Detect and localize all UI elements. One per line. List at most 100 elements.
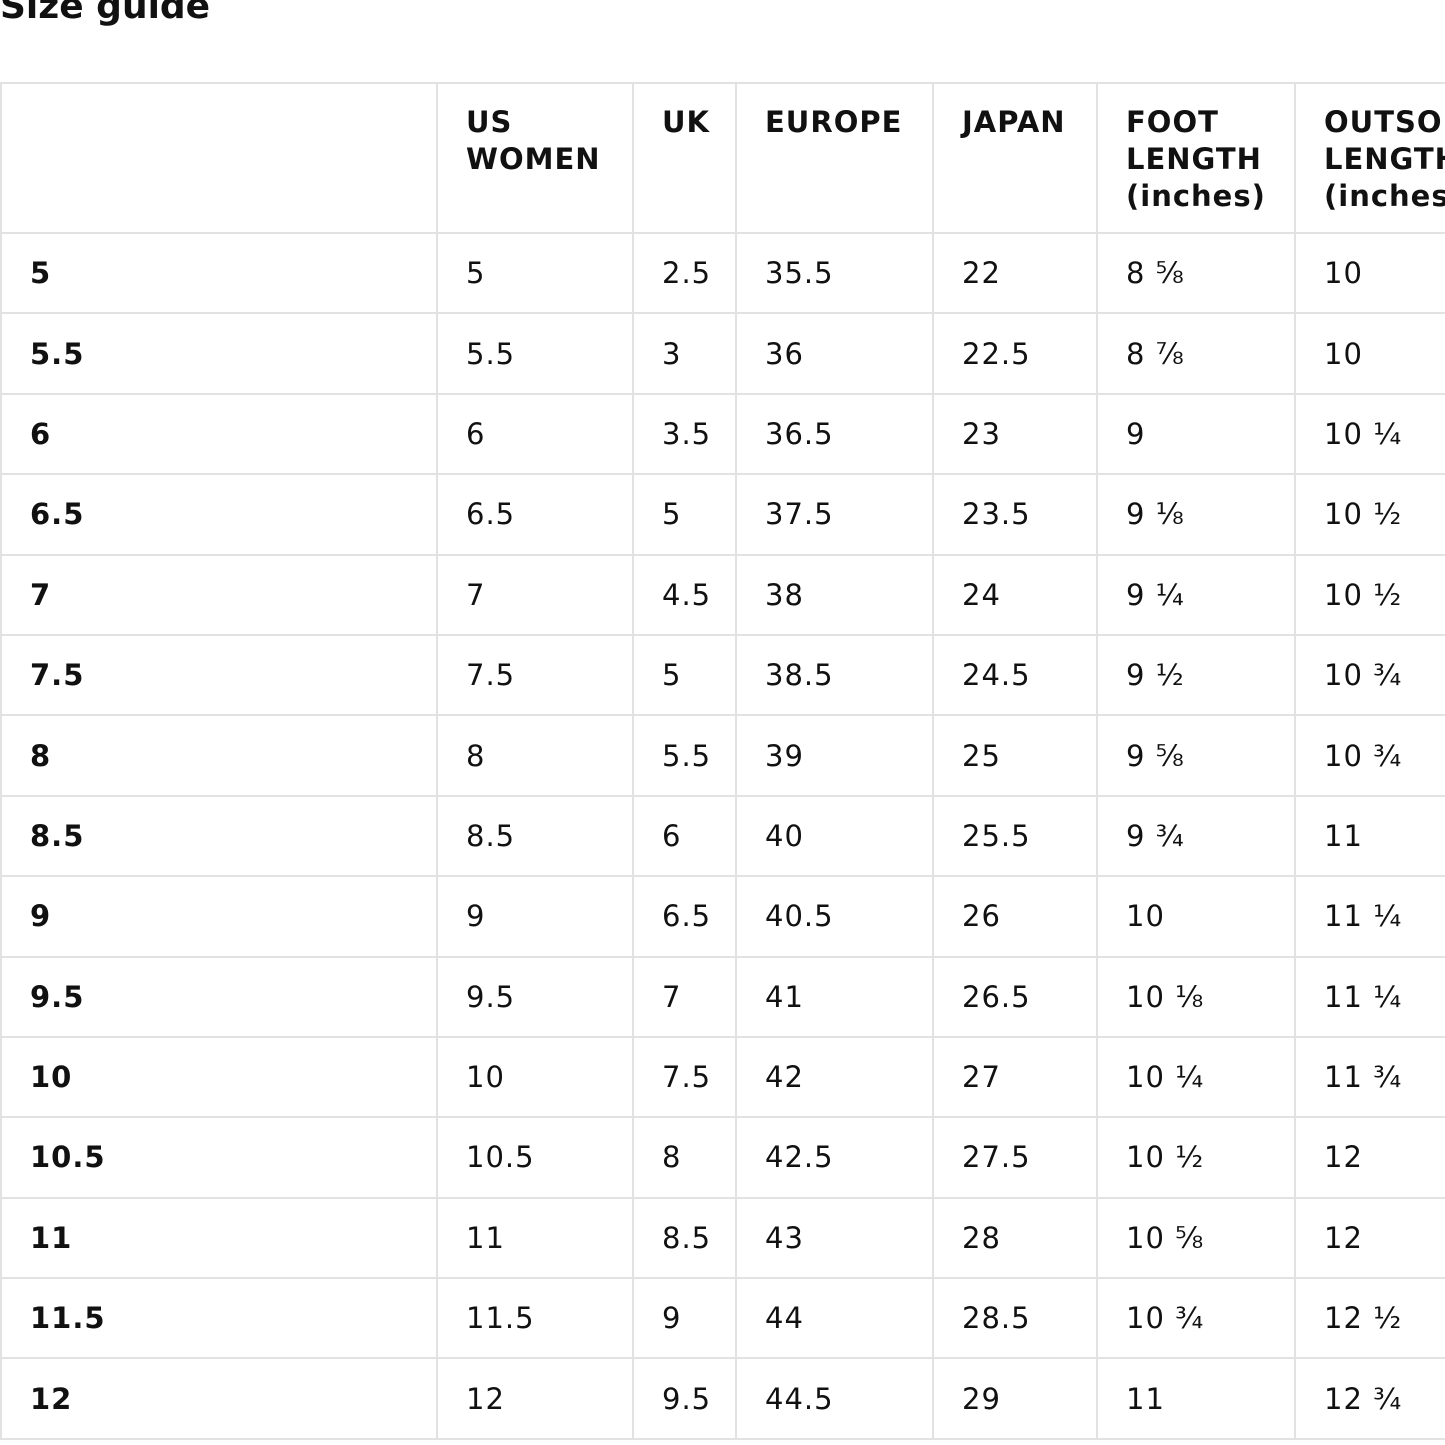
table-row: 11.5 11.5 9 44 28.5 10 ¾ 12 ½ <box>0 1277 1445 1360</box>
table-cell: 12 <box>1294 1116 1445 1199</box>
table-cell: 9 ⅛ <box>1096 473 1296 556</box>
table-cell: 11 ¼ <box>1294 955 1445 1038</box>
column-header: EUROPE <box>735 82 934 234</box>
table-cell: 26.5 <box>932 955 1098 1038</box>
table-cell: 11 <box>1294 794 1445 878</box>
table-cell: 10 ¾ <box>1294 714 1445 797</box>
row-header: 6.5 <box>0 473 438 556</box>
table-cell: 39 <box>735 714 934 797</box>
table-cell: 10 ⅝ <box>1096 1196 1296 1280</box>
table-cell: 5 <box>632 473 737 556</box>
table-cell: 9 <box>436 875 634 958</box>
table-cell: 7.5 <box>436 633 634 717</box>
table-cell: 40.5 <box>735 875 934 958</box>
table-cell: 6.5 <box>436 473 634 556</box>
row-header: 11 <box>0 1196 438 1280</box>
table-cell: 9.5 <box>436 955 634 1038</box>
table-cell: 23.5 <box>932 473 1098 556</box>
table-cell: 42 <box>735 1035 934 1119</box>
column-header: JAPAN <box>932 82 1098 234</box>
table-body: 5 5 2.5 35.5 22 8 ⅝ 10 5.5 5.5 3 36 22.5 8 ⅞ 10 6 6 3.5 3… <box>0 231 1445 1440</box>
table-cell: 7 <box>436 553 634 636</box>
row-header: 7 <box>0 553 438 636</box>
table-row: 7.5 7.5 5 38.5 24.5 9 ½ 10 ¾ <box>0 633 1445 717</box>
table-cell: 22 <box>932 231 1098 315</box>
table-cell: 10 ½ <box>1294 553 1445 636</box>
table-cell: 11 ¼ <box>1294 875 1445 958</box>
table-cell: 5.5 <box>632 714 737 797</box>
table-cell: 9 ¾ <box>1096 794 1296 878</box>
row-header: 8.5 <box>0 794 438 878</box>
column-header: US WOMEN <box>436 82 634 234</box>
table-cell: 10.5 <box>436 1116 634 1199</box>
table-cell: 25.5 <box>932 794 1098 878</box>
table-head: US WOMEN UK EUROPE JAPAN FOOT LENGTH (inches… <box>0 82 1445 234</box>
table-cell: 4.5 <box>632 553 737 636</box>
row-header: 7.5 <box>0 633 438 717</box>
table-cell: 28 <box>932 1196 1098 1280</box>
table-cell: 10 <box>1096 875 1296 958</box>
table-cell: 10 ¾ <box>1096 1277 1296 1360</box>
table-cell: 6 <box>632 794 737 878</box>
column-header <box>0 82 438 234</box>
table-row: 10.5 10.5 8 42.5 27.5 10 ½ 12 <box>0 1116 1445 1199</box>
table-cell: 11 ¾ <box>1294 1035 1445 1119</box>
table-cell: 11 <box>436 1196 634 1280</box>
table-cell: 9.5 <box>632 1357 737 1440</box>
table-cell: 41 <box>735 955 934 1038</box>
table-cell: 44.5 <box>735 1357 934 1440</box>
table-cell: 9 <box>632 1277 737 1360</box>
row-header: 8 <box>0 714 438 797</box>
column-header: UK <box>632 82 737 234</box>
table-cell: 12 <box>436 1357 634 1440</box>
table-cell: 2.5 <box>632 231 737 315</box>
table-cell: 38.5 <box>735 633 934 717</box>
table-cell: 5 <box>632 633 737 717</box>
table-cell: 35.5 <box>735 231 934 315</box>
table-cell: 24.5 <box>932 633 1098 717</box>
table-cell: 8.5 <box>632 1196 737 1280</box>
table-cell: 27 <box>932 1035 1098 1119</box>
table-cell: 11 <box>1096 1357 1296 1440</box>
table-wrap: US WOMEN UK EUROPE JAPAN FOOT LENGTH (inches… <box>0 82 1445 1440</box>
table-cell: 36 <box>735 312 934 395</box>
table-cell: 12 ½ <box>1294 1277 1445 1360</box>
table-cell: 8 ⅞ <box>1096 312 1296 395</box>
row-header: 10.5 <box>0 1116 438 1199</box>
table-cell: 3.5 <box>632 392 737 476</box>
table-row: 9.5 9.5 7 41 26.5 10 ⅛ 11 ¼ <box>0 955 1445 1038</box>
table-row: 8.5 8.5 6 40 25.5 9 ¾ 11 <box>0 794 1445 878</box>
table-row: 6.5 6.5 5 37.5 23.5 9 ⅛ 10 ½ <box>0 473 1445 556</box>
table-cell: 26 <box>932 875 1098 958</box>
row-header: 12 <box>0 1357 438 1440</box>
table-row: 11 11 8.5 43 28 10 ⅝ 12 <box>0 1196 1445 1280</box>
table-cell: 10 <box>1294 231 1445 315</box>
table-cell: 38 <box>735 553 934 636</box>
table-cell: 25 <box>932 714 1098 797</box>
table-cell: 9 ½ <box>1096 633 1296 717</box>
row-header: 6 <box>0 392 438 476</box>
table-row: 12 12 9.5 44.5 29 11 12 ¾ <box>0 1357 1445 1440</box>
table-cell: 9 <box>1096 392 1296 476</box>
size-table: US WOMEN UK EUROPE JAPAN FOOT LENGTH (inches… <box>0 82 1445 1440</box>
header-row: US WOMEN UK EUROPE JAPAN FOOT LENGTH (inches… <box>0 82 1445 234</box>
table-cell: 11.5 <box>436 1277 634 1360</box>
table-cell: 10 ⅛ <box>1096 955 1296 1038</box>
table-row: 5.5 5.5 3 36 22.5 8 ⅞ 10 <box>0 312 1445 395</box>
table-cell: 10 ¼ <box>1096 1035 1296 1119</box>
column-header: FOOT LENGTH (inches) <box>1096 82 1296 234</box>
row-header: 5 <box>0 231 438 315</box>
table-cell: 44 <box>735 1277 934 1360</box>
table-row: 6 6 3.5 36.5 23 9 10 ¼ <box>0 392 1445 476</box>
table-cell: 7.5 <box>632 1035 737 1119</box>
table-cell: 37.5 <box>735 473 934 556</box>
table-cell: 6.5 <box>632 875 737 958</box>
table-row: 5 5 2.5 35.5 22 8 ⅝ 10 <box>0 231 1445 315</box>
table-row: 7 7 4.5 38 24 9 ¼ 10 ½ <box>0 553 1445 636</box>
page-title: Size guide <box>0 0 211 27</box>
table-cell: 42.5 <box>735 1116 934 1199</box>
table-cell: 12 ¾ <box>1294 1357 1445 1440</box>
table-cell: 10 ½ <box>1294 473 1445 556</box>
table-cell: 3 <box>632 312 737 395</box>
